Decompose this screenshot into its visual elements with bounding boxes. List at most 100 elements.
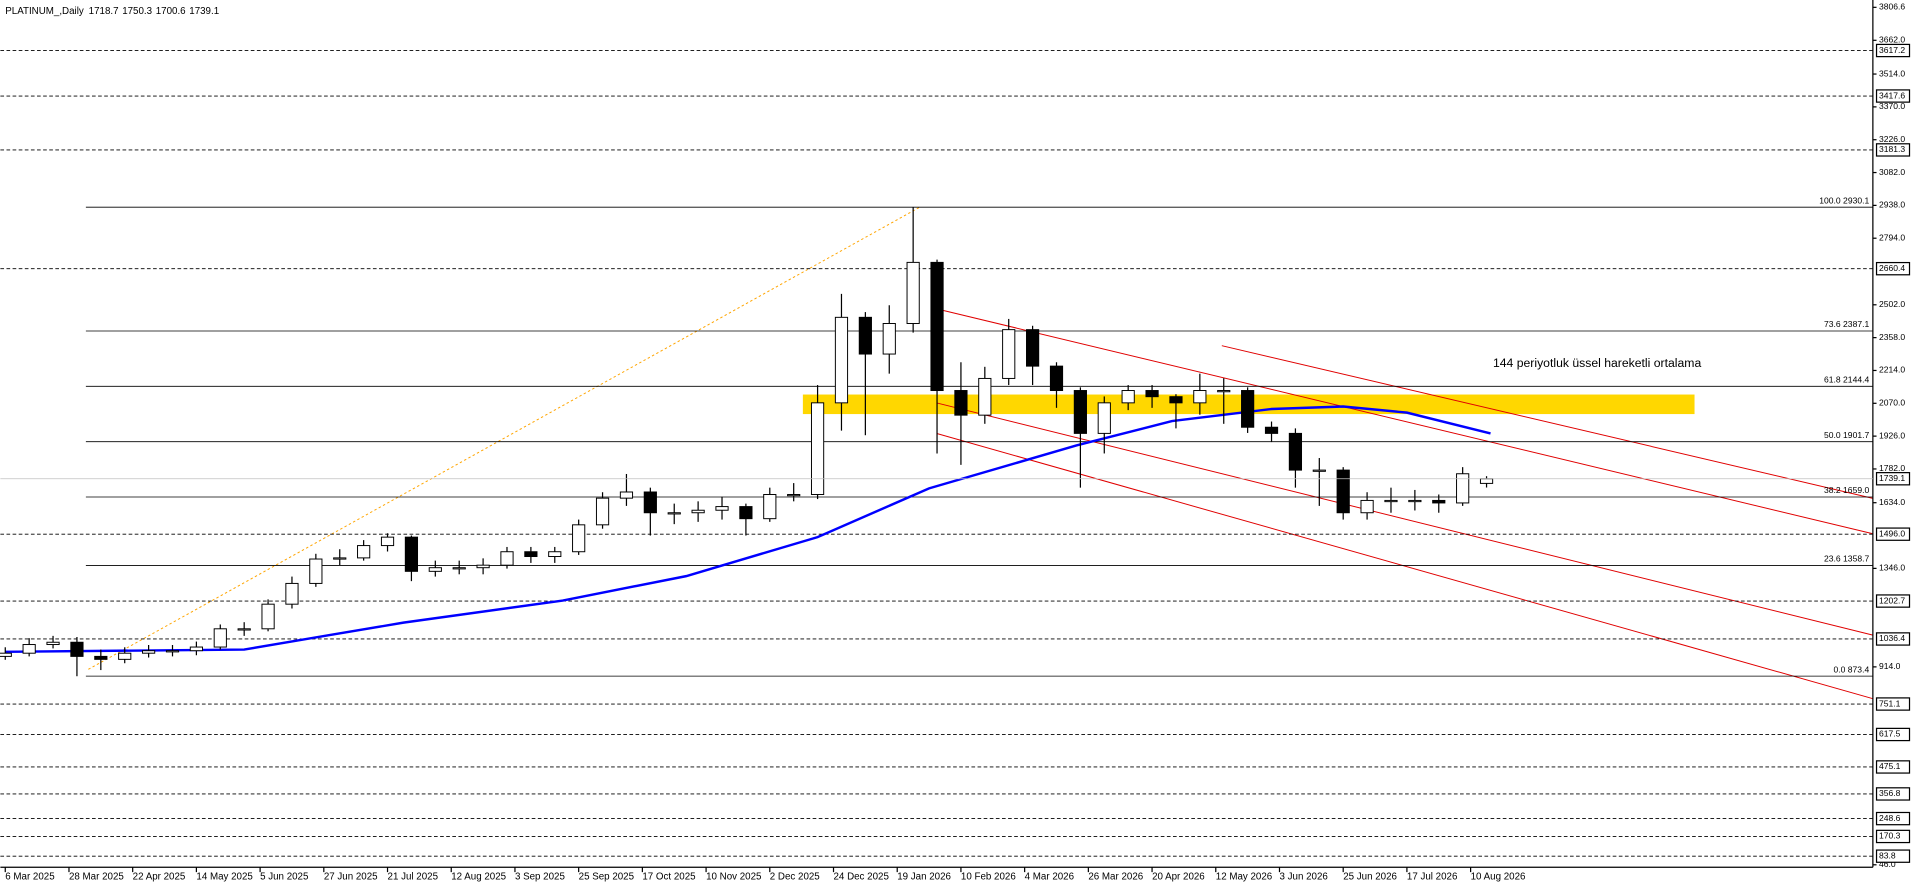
candle-body (858, 316, 872, 355)
level-label-box (1875, 760, 1911, 774)
candle-body (906, 261, 920, 324)
channel-line (937, 433, 1874, 700)
fib-label: 50.0 1901.7 (1824, 430, 1869, 440)
level-label: 2660.4 (1879, 263, 1905, 273)
x-tick-label: 10 Nov 2025 (706, 872, 762, 883)
x-tick-label: 17 Oct 2025 (642, 872, 696, 883)
header-low: 1700.6 (156, 6, 186, 17)
candle-body (1312, 469, 1326, 472)
level-label-box (1875, 829, 1911, 844)
candle-body (1264, 426, 1279, 434)
candle-body (1241, 390, 1255, 428)
level-label: 3417.6 (1879, 90, 1905, 100)
candle-body (309, 558, 323, 584)
y-tick-label: 1926.0 (1879, 430, 1905, 440)
x-tick-label: 25 Jun 2026 (1343, 872, 1397, 883)
fib-trend-line (88, 207, 920, 670)
candle-body (1193, 390, 1207, 404)
level-label-box (1875, 594, 1911, 608)
candle-body (357, 545, 371, 559)
candle-body (643, 491, 657, 514)
level-label-box (1875, 697, 1911, 711)
current-price-box (1875, 472, 1911, 486)
x-tick-label: 12 May 2026 (1216, 872, 1272, 883)
x-tick-label: 3 Sep 2025 (515, 872, 566, 883)
y-tick-label: 2070.0 (1879, 398, 1905, 408)
fib-label: 100.0 2930.1 (1819, 195, 1869, 205)
x-tick-label: 27 Jun 2025 (324, 872, 378, 883)
level-label: 356.8 (1879, 788, 1901, 798)
candle-body (1049, 365, 1064, 392)
candle-body (0, 652, 12, 657)
level-label-box (1875, 143, 1911, 157)
y-tick-label: 2938.0 (1879, 200, 1905, 210)
candle-body (1336, 469, 1350, 514)
candle-body (524, 551, 538, 558)
level-label: 1036.4 (1879, 633, 1905, 643)
candle-body (1097, 402, 1111, 434)
y-tick-label: 1346.0 (1879, 563, 1905, 573)
candle-body (787, 494, 801, 497)
current-price-label: 1739.1 (1879, 473, 1905, 483)
level-label-box (1875, 89, 1911, 103)
candle-body (1432, 499, 1446, 504)
candle-body (500, 551, 514, 566)
x-tick-label: 26 Mar 2026 (1088, 872, 1143, 883)
level-label-box (1875, 787, 1911, 801)
candle-body (715, 506, 729, 511)
candle-body (1288, 432, 1303, 471)
level-label-box (1875, 849, 1911, 863)
candle-body (142, 650, 156, 654)
y-tick-label: 3370.0 (1879, 101, 1905, 111)
x-tick-label: 6 Mar 2025 (5, 872, 55, 883)
candle-body (572, 524, 586, 553)
y-tick-label: 2214.0 (1879, 365, 1905, 375)
header-high: 1750.3 (122, 6, 152, 17)
y-tick-label: 3806.6 (1879, 2, 1905, 12)
annotation: 144 periyotluk üssel hareketli ortalama (1493, 356, 1701, 370)
level-label: 1202.7 (1879, 595, 1905, 605)
candle-body (1145, 390, 1159, 398)
level-label-box (1875, 43, 1911, 58)
candle-body (70, 641, 84, 657)
ema-line (5, 405, 1491, 654)
channel-line (1221, 345, 1873, 499)
y-tick-label: 46.0 (1879, 859, 1896, 869)
x-tick-label: 17 Jul 2026 (1407, 872, 1458, 883)
y-tick-label: 3514.0 (1879, 68, 1905, 78)
level-label: 475.1 (1879, 761, 1901, 771)
fib-label: 73.6 2387.1 (1824, 319, 1869, 329)
candle-body (22, 644, 36, 654)
candle-body (94, 655, 108, 660)
x-tick-label: 25 Sep 2025 (579, 872, 635, 883)
candle-body (882, 323, 896, 355)
candle-body (954, 390, 968, 416)
candle-body (810, 402, 825, 495)
level-label: 1496.0 (1879, 528, 1905, 538)
channel-line (937, 308, 1873, 535)
level-label-box (1875, 811, 1911, 826)
candle-body (930, 261, 944, 392)
candle-body (189, 646, 203, 652)
candle-body (1408, 499, 1422, 503)
candle-body (404, 536, 419, 572)
candle-body (237, 628, 251, 631)
level-label: 170.3 (1879, 831, 1901, 841)
x-tick-label: 28 Mar 2025 (69, 872, 124, 883)
x-tick-label: 2 Dec 2025 (770, 872, 821, 883)
candle-body (1002, 329, 1016, 379)
y-tick-label: 3226.0 (1879, 134, 1905, 144)
candle-body (165, 650, 180, 653)
x-tick-label: 20 Apr 2026 (1152, 872, 1205, 883)
x-tick-label: 22 Apr 2025 (133, 872, 186, 883)
symbol: PLATINUM_,Daily (5, 6, 84, 17)
x-tick-label: 12 Aug 2025 (451, 872, 506, 883)
x-tick-label: 10 Feb 2026 (961, 872, 1016, 883)
candle-body (667, 512, 681, 515)
candle-body (118, 652, 132, 660)
candle-body (1217, 390, 1231, 393)
x-tick-label: 21 Jul 2025 (388, 872, 439, 883)
y-tick-label: 1634.0 (1879, 497, 1905, 507)
